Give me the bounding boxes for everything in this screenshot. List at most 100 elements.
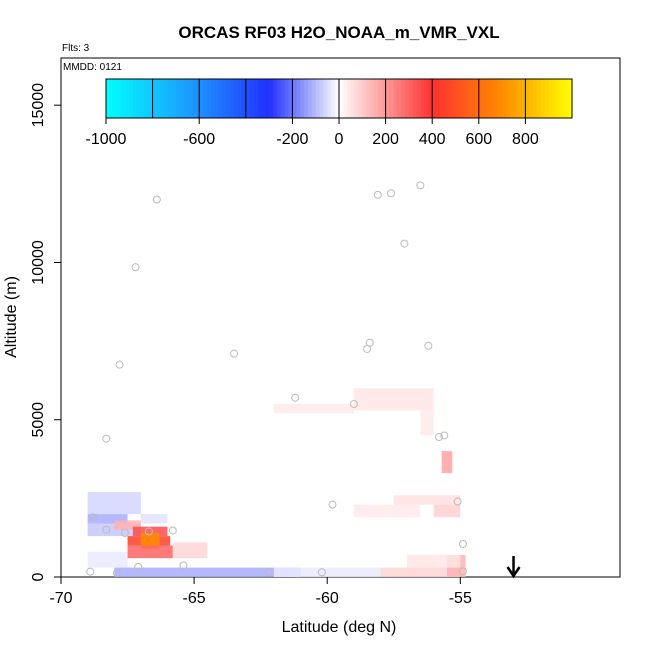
colorbar-segment — [346, 79, 352, 118]
sample-point — [134, 562, 143, 571]
colorbar-segment — [152, 79, 158, 118]
colorbar-segment — [568, 79, 573, 118]
sample-point — [416, 181, 425, 190]
colorbar-tick-label: 0 — [335, 131, 344, 148]
colorbar-segment — [183, 79, 189, 118]
colorbar-tick-label: 400 — [419, 131, 446, 148]
colorbar-segment — [238, 79, 243, 118]
colorbar-segment — [109, 79, 115, 118]
colorbar-segment — [502, 79, 507, 118]
colorbar-segment — [373, 79, 379, 118]
heatmap-cell — [127, 545, 173, 559]
colorbar-segment — [463, 79, 468, 118]
colorbar-segment — [179, 79, 185, 118]
sample-point — [131, 263, 140, 272]
colorbar-segment — [296, 79, 301, 118]
colorbar-segment — [245, 79, 251, 118]
sample-point — [458, 567, 467, 576]
colorbar-segment — [121, 79, 127, 118]
heatmap-cell — [433, 504, 461, 518]
colorbar-segment — [137, 79, 142, 118]
colorbar-tick-label: 800 — [512, 131, 539, 148]
colorbar-segment — [241, 79, 247, 118]
colorbar-segment — [451, 79, 457, 118]
colorbar-segment — [397, 79, 402, 118]
heatmap-cell — [441, 451, 453, 474]
colorbar-segment — [172, 79, 177, 118]
colorbar-segment — [350, 79, 356, 118]
heatmap-cell — [140, 532, 160, 549]
colorbar-segment — [315, 79, 321, 118]
colorbar-segment — [443, 79, 449, 118]
colorbar-segment — [474, 79, 480, 118]
y-tick-label: 10000 — [30, 240, 47, 285]
sample-point — [179, 561, 188, 570]
colorbar-segment — [300, 79, 305, 118]
colorbar-segment — [544, 79, 550, 118]
colorbar-segment — [533, 79, 538, 118]
colorbar-segment — [323, 79, 328, 118]
colorbar-segment — [210, 79, 216, 118]
colorbar-segment — [436, 79, 441, 118]
colorbar-segment — [377, 79, 383, 118]
colorbar-segment — [140, 79, 146, 118]
colorbar-segment — [168, 79, 173, 118]
colorbar-segment — [311, 79, 317, 118]
colorbar-tick-label: 600 — [465, 131, 492, 148]
heatmap-cell — [132, 526, 168, 537]
colorbar-segment — [187, 79, 193, 118]
sample-point — [88, 513, 97, 522]
colorbar-segment — [160, 79, 165, 118]
sample-point — [328, 500, 337, 509]
colorbar-segment — [226, 79, 231, 118]
sample-point — [152, 195, 161, 204]
colorbar-segment — [335, 79, 340, 118]
colorbar-segment — [439, 79, 445, 118]
sample-point — [373, 190, 382, 199]
colorbar-segment — [133, 79, 138, 118]
colorbar-segment — [552, 79, 558, 118]
sample-point — [317, 568, 326, 577]
colorbar-segment — [319, 79, 325, 118]
sample-point — [102, 525, 111, 534]
colorbar-segment — [269, 79, 274, 118]
colorbar-segment — [284, 79, 290, 118]
colorbar-segment — [393, 79, 398, 118]
colorbar-segment — [218, 79, 224, 118]
colorbar-segment — [408, 79, 414, 118]
colorbar-segment — [494, 79, 499, 118]
sample-point — [400, 239, 409, 248]
sample-point — [365, 338, 374, 347]
colorbar-segment — [276, 79, 282, 118]
sample-point — [453, 497, 462, 506]
colorbar-segment — [447, 79, 453, 118]
colorbar-segment — [478, 79, 484, 118]
colorbar-segment — [362, 79, 367, 118]
date-label: MMDD: 0121 — [63, 62, 122, 73]
colorbar-segment — [206, 79, 212, 118]
colorbar-segment — [222, 79, 227, 118]
colorbar-segment — [432, 79, 437, 118]
colorbar-segment — [505, 79, 511, 118]
colorbar-segment — [564, 79, 569, 118]
colorbar: -1000 -600 -200 0 200 400 600 800 — [86, 78, 573, 148]
heatmap-cell — [420, 410, 434, 436]
colorbar-segment — [459, 79, 464, 118]
colorbar-segment — [370, 79, 375, 118]
colorbar-segment — [339, 79, 344, 118]
colorbar-segment — [280, 79, 286, 118]
heatmap-cell — [87, 514, 128, 524]
colorbar-segment — [428, 79, 433, 118]
heatmap-cell — [87, 551, 128, 568]
sample-points — [86, 181, 467, 577]
colorbar-segment — [498, 79, 503, 118]
sample-point — [387, 189, 396, 198]
heatmap-cell — [172, 542, 208, 559]
heatmap-cell — [114, 520, 141, 530]
colorbar-segment — [525, 79, 530, 118]
y-tick-label: 0 — [30, 572, 47, 581]
colorbar-segment — [385, 79, 391, 118]
colorbar-tick-label: 200 — [372, 131, 399, 148]
colorbar-segment — [234, 79, 239, 118]
heatmap-cell — [114, 567, 301, 577]
